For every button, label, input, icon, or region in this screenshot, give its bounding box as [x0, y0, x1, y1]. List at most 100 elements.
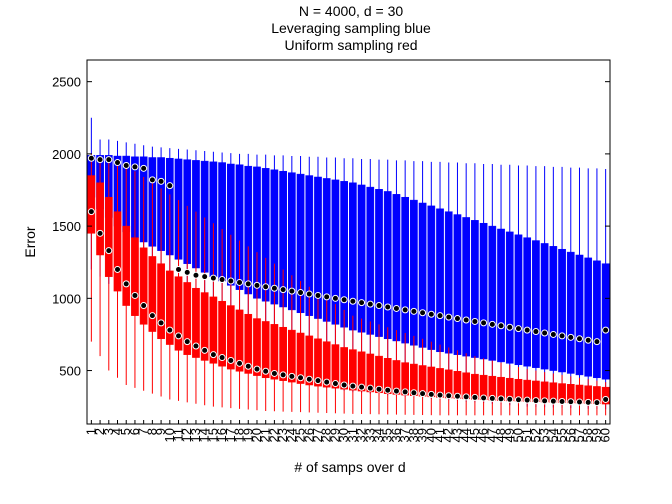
median-markers-0	[87, 154, 610, 346]
median-marker	[305, 290, 313, 298]
x-tick-label: 56	[563, 428, 578, 442]
x-tick-label: 36	[388, 428, 403, 442]
x-tick-label: 10	[162, 428, 177, 442]
box	[357, 351, 366, 392]
x-tick-label: 20	[249, 428, 264, 442]
median-marker	[253, 281, 261, 289]
box	[305, 335, 314, 386]
box	[148, 256, 157, 332]
median-marker	[541, 329, 549, 337]
median-marker	[192, 271, 200, 279]
median-marker	[462, 393, 470, 401]
box	[497, 228, 505, 363]
median-marker	[270, 369, 278, 377]
box	[322, 341, 331, 388]
median-marker	[122, 280, 130, 288]
median-marker	[567, 333, 575, 341]
median-marker	[436, 312, 444, 320]
x-tick-label: 9	[153, 428, 168, 435]
median-marker	[401, 388, 409, 396]
box	[349, 349, 357, 391]
median-marker	[453, 392, 461, 400]
box	[279, 326, 287, 381]
median-marker	[471, 317, 479, 325]
median-marker	[331, 380, 339, 388]
median-marker	[236, 278, 244, 286]
x-tick-label: 34	[371, 428, 386, 442]
y-tick-label: 2000	[52, 147, 81, 162]
box	[244, 313, 253, 374]
box	[174, 276, 183, 351]
median-marker	[593, 399, 601, 407]
x-tick-label: 32	[354, 428, 369, 442]
x-tick-label: 38	[406, 428, 421, 442]
median-marker	[375, 385, 383, 393]
box	[261, 321, 270, 379]
median-marker	[122, 161, 130, 169]
x-tick-label: 41	[432, 428, 447, 442]
x-tick-label: 24	[284, 428, 299, 442]
box	[601, 263, 610, 380]
x-tick-label: 19	[240, 428, 255, 442]
median-marker	[87, 154, 95, 162]
median-marker	[401, 306, 409, 314]
x-axis-label: # of samps over d	[294, 459, 405, 475]
x-tick-label: 2	[92, 428, 107, 435]
median-marker	[392, 304, 400, 312]
x-tick-label: 3	[101, 428, 116, 435]
median-marker	[427, 310, 435, 318]
x-tick-label: 45	[467, 428, 482, 442]
median-marker	[262, 367, 270, 375]
median-marker	[488, 394, 496, 402]
box	[113, 211, 122, 292]
x-tick-label: 5	[118, 428, 133, 435]
x-tick-label: 18	[232, 428, 247, 442]
box	[349, 182, 357, 331]
median-marker	[532, 328, 540, 336]
box	[523, 237, 532, 367]
median-marker	[445, 392, 453, 400]
box	[209, 296, 218, 364]
median-marker	[305, 375, 313, 383]
x-tick-label: 59	[589, 428, 604, 442]
median-marker	[419, 309, 427, 317]
plot-area	[87, 117, 610, 416]
median-marker	[584, 398, 592, 406]
box	[287, 329, 296, 383]
median-marker	[523, 326, 531, 334]
median-marker	[96, 229, 104, 237]
axes-frame	[86, 59, 611, 425]
x-tick-label: 49	[502, 428, 517, 442]
x-tick-label: 4	[110, 428, 125, 435]
median-marker	[453, 315, 461, 323]
box	[366, 353, 375, 393]
median-marker	[323, 293, 331, 301]
median-marker	[541, 397, 549, 405]
median-marker	[270, 284, 278, 292]
y-axis-label: Error	[22, 226, 38, 257]
median-marker	[497, 322, 505, 330]
x-tick-label: 44	[458, 428, 473, 442]
x-tick-label: 31	[345, 428, 360, 442]
x-tick-label: 50	[510, 428, 525, 442]
median-marker	[593, 338, 601, 346]
y-tick-label: 1500	[52, 219, 81, 234]
median-marker	[175, 332, 183, 340]
median-marker	[166, 182, 174, 190]
x-tick-label: 40	[423, 428, 438, 442]
box	[122, 225, 131, 306]
median-marker	[392, 387, 400, 395]
median-marker	[148, 176, 156, 184]
box	[157, 263, 165, 340]
median-marker	[575, 398, 583, 406]
y-tick-label: 1000	[52, 291, 81, 306]
median-marker	[297, 374, 305, 382]
median-marker	[410, 389, 418, 397]
median-marker	[148, 312, 156, 320]
box	[192, 287, 200, 358]
x-tick-label: 55	[554, 428, 569, 442]
median-marker	[436, 391, 444, 399]
x-tick-label: 23	[275, 428, 290, 442]
box	[601, 386, 610, 405]
x-tick-label: 8	[144, 428, 159, 435]
